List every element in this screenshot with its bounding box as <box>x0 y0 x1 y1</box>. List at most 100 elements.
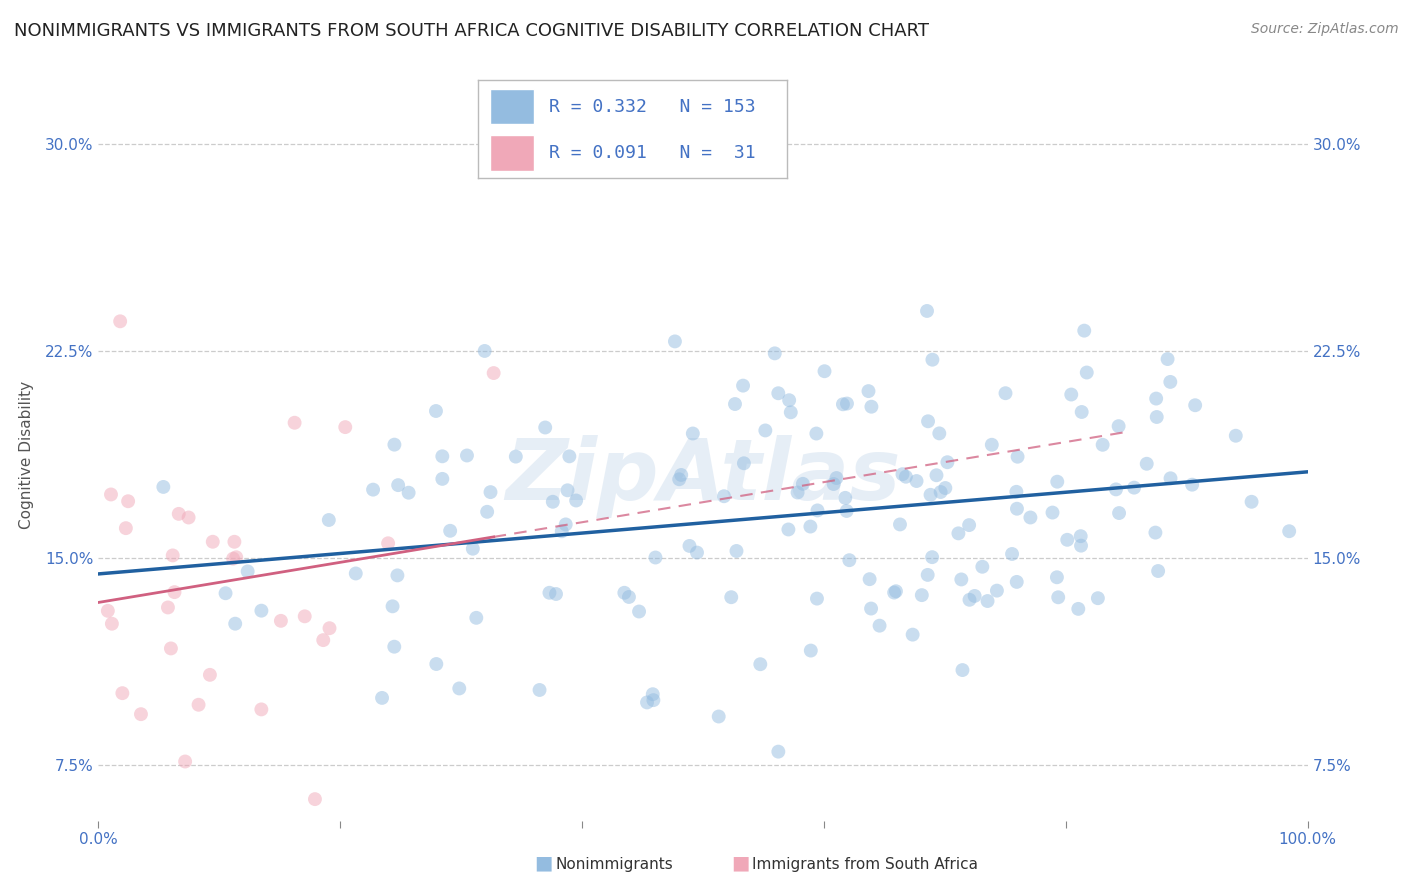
Point <box>382 640 405 654</box>
Point <box>162 549 184 563</box>
Point <box>994 386 1017 401</box>
Point <box>474 343 496 358</box>
Point <box>1087 591 1109 606</box>
Point <box>806 591 828 606</box>
Point <box>894 469 917 483</box>
Point <box>475 505 498 519</box>
Point <box>707 709 730 723</box>
Point <box>860 601 883 615</box>
Point <box>641 687 664 701</box>
Text: Nonimmigrants: Nonimmigrants <box>555 857 673 872</box>
Point <box>551 524 574 539</box>
Text: Source: ZipAtlas.com: Source: ZipAtlas.com <box>1251 22 1399 37</box>
Point <box>1147 564 1170 578</box>
Point <box>835 396 858 410</box>
Point <box>1042 506 1064 520</box>
Point <box>318 621 340 635</box>
Point <box>1108 506 1130 520</box>
Point <box>156 600 179 615</box>
Point <box>838 553 860 567</box>
Point <box>644 550 666 565</box>
Point <box>1019 510 1042 524</box>
Point <box>387 568 409 582</box>
Point <box>534 420 557 434</box>
Y-axis label: Cognitive Disability: Cognitive Disability <box>18 381 34 529</box>
Point <box>1070 405 1092 419</box>
Point <box>108 314 131 328</box>
Point <box>557 483 579 498</box>
Point <box>432 472 454 486</box>
Text: R = 0.091   N =  31: R = 0.091 N = 31 <box>550 144 756 161</box>
Point <box>813 364 835 378</box>
Point <box>1070 529 1092 543</box>
Point <box>725 544 748 558</box>
Point <box>921 352 943 367</box>
Point <box>201 534 224 549</box>
Point <box>198 668 221 682</box>
Point <box>823 477 845 491</box>
Point <box>167 507 190 521</box>
Point <box>111 686 134 700</box>
Point <box>544 587 567 601</box>
Point <box>377 536 399 550</box>
Point <box>1005 484 1028 499</box>
Point <box>1136 457 1159 471</box>
Point <box>800 643 823 657</box>
Point <box>883 585 905 599</box>
Point <box>1278 524 1301 539</box>
Point <box>318 513 340 527</box>
Point <box>565 493 588 508</box>
Point <box>1146 409 1168 424</box>
Point <box>1007 450 1029 464</box>
Point <box>959 592 981 607</box>
Point <box>713 489 735 503</box>
Point <box>678 539 700 553</box>
Point <box>1067 602 1090 616</box>
Point <box>664 334 686 349</box>
Point <box>905 474 928 488</box>
Point <box>778 393 800 408</box>
Point <box>682 426 704 441</box>
Point <box>733 456 755 470</box>
Point <box>312 633 335 648</box>
Bar <box>491 89 534 124</box>
Point <box>1159 375 1181 389</box>
Point <box>456 449 478 463</box>
Point <box>449 681 471 696</box>
Point <box>628 605 651 619</box>
Text: NONIMMIGRANTS VS IMMIGRANTS FROM SOUTH AFRICA COGNITIVE DISABILITY CORRELATION C: NONIMMIGRANTS VS IMMIGRANTS FROM SOUTH A… <box>14 22 929 40</box>
Point <box>806 426 828 441</box>
Point <box>335 420 357 434</box>
Text: Immigrants from South Africa: Immigrants from South Africa <box>752 857 979 872</box>
Point <box>613 586 636 600</box>
Point <box>972 559 994 574</box>
Point <box>671 467 693 482</box>
Point <box>304 792 326 806</box>
Point <box>1091 438 1114 452</box>
Point <box>891 467 914 482</box>
Point <box>538 586 561 600</box>
Point <box>925 468 948 483</box>
Point <box>799 519 821 533</box>
Point <box>187 698 209 712</box>
Point <box>529 683 551 698</box>
Point <box>97 604 120 618</box>
Point <box>224 616 246 631</box>
Point <box>398 485 420 500</box>
Point <box>1181 477 1204 491</box>
Point <box>668 472 690 486</box>
Bar <box>491 136 534 170</box>
Point <box>768 745 790 759</box>
Point <box>980 438 1002 452</box>
Point <box>858 384 880 398</box>
Point <box>1056 533 1078 547</box>
Point <box>558 450 581 464</box>
Point <box>270 614 292 628</box>
Text: R = 0.332   N = 153: R = 0.332 N = 153 <box>550 98 756 116</box>
Point <box>859 572 882 586</box>
Point <box>1046 570 1069 584</box>
Point <box>250 604 273 618</box>
Text: ■: ■ <box>534 854 553 872</box>
Point <box>1047 591 1070 605</box>
Point <box>236 565 259 579</box>
